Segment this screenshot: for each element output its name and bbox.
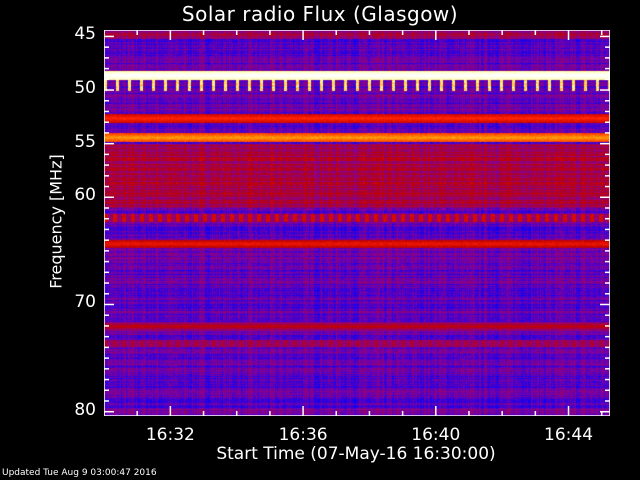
x-tick-label: 16:40 (411, 425, 461, 445)
y-tick-label: 70 (74, 292, 96, 313)
x-tick-label: 16:36 (278, 425, 328, 445)
y-tick-label: 55 (74, 131, 96, 152)
y-tick-label: 45 (74, 24, 96, 45)
x-axis-label: Start Time (07-May-16 16:30:00) (216, 444, 496, 464)
plot-area (104, 30, 610, 416)
updated-timestamp: Updated Tue Aug 9 03:00:47 2016 (2, 468, 157, 478)
y-tick-label: 50 (74, 78, 96, 99)
plot-frame (104, 30, 610, 416)
y-tick-label: 60 (74, 185, 96, 206)
spectrogram-heatmap (104, 30, 610, 416)
x-tick-label: 16:32 (145, 425, 195, 445)
y-tick-label: 80 (74, 399, 96, 420)
x-tick-label: 16:44 (544, 425, 594, 445)
chart-title: Solar radio Flux (Glasgow) (181, 2, 459, 26)
y-axis-label: Frequency [MHz] (46, 154, 66, 289)
